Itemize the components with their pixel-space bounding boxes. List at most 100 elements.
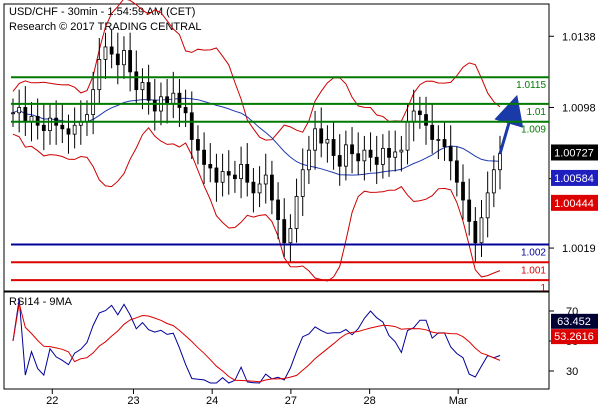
rsi-badge-bg bbox=[551, 313, 598, 329]
candle-body bbox=[331, 139, 336, 156]
candle-body bbox=[97, 58, 102, 91]
price-badge-bg bbox=[551, 144, 598, 161]
time-tick-label: 28 bbox=[363, 395, 375, 407]
candle-body bbox=[115, 53, 120, 66]
level-label: 1.0115 bbox=[516, 80, 546, 91]
price-tick-label: 1.0098 bbox=[562, 102, 596, 114]
candle-body bbox=[214, 167, 219, 183]
price-badges: 1.00727 1.00584 1.00444 bbox=[551, 144, 598, 211]
price-badge-bg bbox=[551, 194, 598, 211]
candle-body bbox=[387, 147, 391, 158]
candle-body bbox=[306, 149, 311, 171]
candle-body bbox=[85, 114, 89, 123]
candle-body bbox=[270, 174, 274, 201]
candle-body bbox=[103, 46, 108, 60]
level-label: 1 bbox=[540, 283, 546, 294]
candle-body bbox=[263, 174, 268, 185]
candle-body bbox=[411, 110, 416, 123]
rsi-line bbox=[12, 298, 501, 384]
candle-body bbox=[196, 139, 200, 151]
candle-body bbox=[430, 124, 435, 140]
level-label: 1.01 bbox=[527, 107, 547, 118]
candle-body bbox=[165, 96, 170, 105]
candle-body bbox=[66, 128, 71, 135]
rsi-badge-bg bbox=[551, 329, 598, 345]
candle-body bbox=[128, 50, 133, 73]
candle-body bbox=[282, 219, 287, 244]
candle-body bbox=[436, 139, 441, 141]
candle-body bbox=[257, 183, 262, 194]
candle-body bbox=[134, 71, 139, 91]
projection-arrow bbox=[494, 94, 524, 155]
price-badge-label: 1.00444 bbox=[554, 198, 594, 210]
time-tick-label: 24 bbox=[206, 395, 218, 407]
candle-body bbox=[448, 146, 453, 162]
time-axis: 22 23 24 27 28 Mar bbox=[46, 389, 468, 407]
candle-body bbox=[300, 169, 305, 197]
candle-body bbox=[461, 181, 465, 201]
rsi-badge-label: 63.452 bbox=[557, 316, 591, 328]
chart-title: USD/CHF - 30min - 1:54:59 AM (CET) bbox=[9, 6, 195, 18]
candle-body bbox=[140, 82, 145, 91]
candle-body bbox=[337, 155, 342, 167]
candle-body bbox=[245, 164, 250, 183]
candle-body bbox=[454, 160, 459, 183]
candle-body bbox=[374, 156, 379, 165]
candle-body bbox=[313, 128, 317, 151]
candle-body bbox=[152, 99, 157, 112]
candle-body bbox=[319, 128, 324, 144]
candle-body bbox=[189, 112, 194, 140]
candle-body bbox=[171, 92, 176, 105]
lower-band bbox=[12, 127, 501, 282]
price-badge-label: 1.00584 bbox=[554, 173, 594, 185]
price-tick-label: 1.0019 bbox=[562, 243, 596, 255]
support-resistance-levels: 1.0115 1.01 1.009 1.002 1.001 1 bbox=[11, 76, 549, 294]
candlesticks bbox=[11, 29, 524, 263]
candle-body bbox=[226, 171, 231, 176]
moving-average bbox=[12, 97, 501, 176]
bollinger-bands bbox=[12, 0, 501, 282]
rsi-badge-label: 53.2616 bbox=[554, 331, 594, 343]
upper-band bbox=[12, 0, 501, 141]
candle-body bbox=[405, 121, 410, 151]
candle-body bbox=[48, 117, 52, 131]
candle-body bbox=[356, 153, 361, 162]
candle-body bbox=[399, 149, 404, 153]
candle-body bbox=[276, 199, 280, 220]
candle-body bbox=[109, 46, 114, 55]
candle-body bbox=[294, 196, 299, 229]
candle-body bbox=[60, 124, 65, 130]
rsi-ma-line bbox=[12, 303, 501, 383]
candle-body bbox=[479, 217, 484, 244]
price-panel bbox=[3, 3, 550, 292]
time-tick-label: 22 bbox=[46, 395, 58, 407]
candle-body bbox=[343, 144, 348, 167]
price-badge-bg bbox=[551, 169, 598, 186]
candle-body bbox=[362, 149, 367, 162]
candle-body bbox=[23, 107, 28, 123]
candle-body bbox=[380, 147, 385, 165]
candle-body bbox=[251, 181, 256, 194]
candle-body bbox=[498, 153, 502, 171]
candle-body bbox=[393, 151, 398, 158]
level-label: 1.002 bbox=[521, 248, 546, 259]
candle-body bbox=[220, 171, 225, 183]
candle-body bbox=[288, 228, 293, 244]
candle-body bbox=[473, 220, 478, 244]
candle-body bbox=[233, 174, 237, 180]
candle-body bbox=[17, 107, 22, 114]
candle-body bbox=[208, 164, 213, 169]
rsi-tick-label: 30 bbox=[566, 366, 578, 378]
level-label: 1.001 bbox=[521, 265, 546, 276]
candle-body bbox=[72, 124, 77, 135]
time-tick-label: 27 bbox=[285, 395, 297, 407]
price-badge-label: 1.00727 bbox=[554, 147, 594, 159]
rsi-title: RSI14 - 9MA bbox=[9, 296, 73, 308]
candle-body bbox=[368, 149, 373, 158]
candle-body bbox=[424, 114, 428, 126]
candle-body bbox=[122, 50, 126, 66]
candle-body bbox=[91, 89, 96, 115]
price-tick-label: 1.0138 bbox=[562, 31, 596, 43]
